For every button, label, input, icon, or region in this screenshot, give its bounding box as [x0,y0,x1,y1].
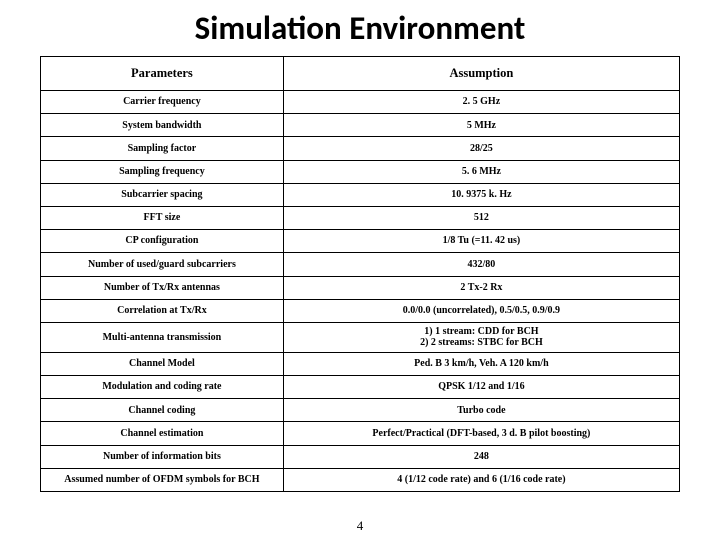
slide-page: Simulation Environment Parameters Assump… [0,0,720,540]
cell-assumption: 1/8 Tu (=11. 42 us) [283,230,679,253]
cell-parameter: Sampling factor [41,137,284,160]
cell-assumption: 1) 1 stream: CDD for BCH 2) 2 streams: S… [283,322,679,352]
table-row: Subcarrier spacing10. 9375 k. Hz [41,183,680,206]
cell-parameter: System bandwidth [41,114,284,137]
parameters-table: Parameters Assumption Carrier frequency2… [40,56,680,492]
table-row: Channel estimationPerfect/Practical (DFT… [41,422,680,445]
cell-assumption: 4 (1/12 code rate) and 6 (1/16 code rate… [283,468,679,491]
cell-assumption: Perfect/Practical (DFT-based, 3 d. B pil… [283,422,679,445]
cell-assumption: Turbo code [283,399,679,422]
cell-assumption: 248 [283,445,679,468]
cell-parameter: Subcarrier spacing [41,183,284,206]
cell-assumption: 432/80 [283,253,679,276]
cell-parameter: Modulation and coding rate [41,376,284,399]
cell-parameter: Sampling frequency [41,160,284,183]
table-header: Parameters Assumption [41,57,680,91]
cell-assumption: 0.0/0.0 (uncorrelated), 0.5/0.5, 0.9/0.9 [283,299,679,322]
cell-parameter: Channel Model [41,352,284,375]
cell-parameter: Number of information bits [41,445,284,468]
table-row: Correlation at Tx/Rx0.0/0.0 (uncorrelate… [41,299,680,322]
header-parameters: Parameters [41,57,284,91]
table-row: FFT size512 [41,206,680,229]
table-row: Modulation and coding rateQPSK 1/12 and … [41,376,680,399]
cell-assumption: 5 MHz [283,114,679,137]
cell-assumption: 5. 6 MHz [283,160,679,183]
cell-assumption: 10. 9375 k. Hz [283,183,679,206]
cell-assumption: 2 Tx-2 Rx [283,276,679,299]
cell-parameter: FFT size [41,206,284,229]
table-row: Number of information bits248 [41,445,680,468]
cell-parameter: CP configuration [41,230,284,253]
table-row: Sampling frequency5. 6 MHz [41,160,680,183]
cell-assumption: QPSK 1/12 and 1/16 [283,376,679,399]
table-row: Assumed number of OFDM symbols for BCH4 … [41,468,680,491]
cell-parameter: Channel estimation [41,422,284,445]
cell-parameter: Carrier frequency [41,91,284,114]
table-row: CP configuration1/8 Tu (=11. 42 us) [41,230,680,253]
table-row: Number of used/guard subcarriers432/80 [41,253,680,276]
table-row: Channel ModelPed. B 3 km/h, Veh. A 120 k… [41,352,680,375]
cell-parameter: Number of Tx/Rx antennas [41,276,284,299]
table-row: Multi-antenna transmission1) 1 stream: C… [41,322,680,352]
table-row: Channel codingTurbo code [41,399,680,422]
table-row: Number of Tx/Rx antennas2 Tx-2 Rx [41,276,680,299]
header-assumption: Assumption [283,57,679,91]
cell-parameter: Multi-antenna transmission [41,322,284,352]
table-row: Carrier frequency2. 5 GHz [41,91,680,114]
table-row: System bandwidth5 MHz [41,114,680,137]
cell-parameter: Channel coding [41,399,284,422]
page-number: 4 [0,518,720,534]
table-body: Carrier frequency2. 5 GHzSystem bandwidt… [41,91,680,492]
cell-assumption: 512 [283,206,679,229]
cell-parameter: Assumed number of OFDM symbols for BCH [41,468,284,491]
cell-assumption: 2. 5 GHz [283,91,679,114]
table-row: Sampling factor28/25 [41,137,680,160]
cell-assumption: Ped. B 3 km/h, Veh. A 120 km/h [283,352,679,375]
page-title: Simulation Environment [40,8,680,48]
cell-parameter: Correlation at Tx/Rx [41,299,284,322]
cell-assumption: 28/25 [283,137,679,160]
cell-parameter: Number of used/guard subcarriers [41,253,284,276]
